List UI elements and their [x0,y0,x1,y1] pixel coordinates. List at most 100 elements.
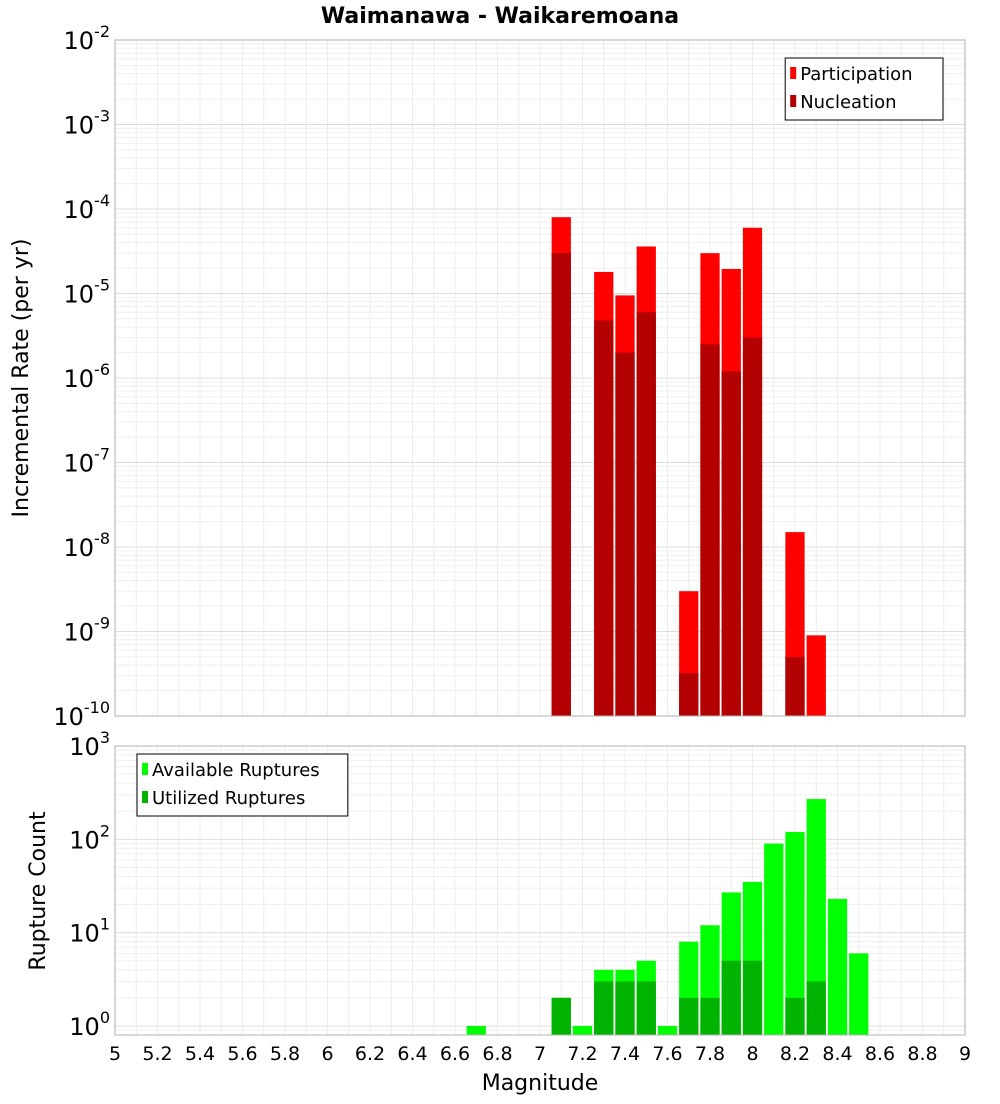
x-tick-label: 7.2 [567,1043,597,1065]
y-tick-exponent: 2 [100,821,110,840]
bar [764,843,784,1035]
bar [615,981,635,1035]
y-tick-exponent: -10 [84,698,110,717]
legend: Available Ruptures Utilized Ruptures [136,753,349,817]
y-tick-exponent: -2 [94,22,110,41]
plot-frame [114,745,966,1036]
y-tick-label: 101 [69,915,110,948]
bar [827,898,848,1035]
y-tick-base: 10 [64,27,95,55]
legend-label: Available Ruptures [152,760,320,781]
y-tick-exponent: -9 [94,614,110,633]
bar [785,656,805,716]
x-tick-label: 6 [321,1043,333,1065]
bar [721,960,741,1035]
y-tick-exponent: -3 [94,107,110,126]
bar [572,1025,593,1035]
y-tick-label: 10-6 [64,360,111,393]
y-tick-base: 10 [64,365,95,393]
bar [721,371,741,716]
x-tick-label: 8.6 [865,1043,895,1065]
x-tick-label: 5.8 [270,1043,300,1065]
x-tick-label: 6.6 [440,1043,470,1065]
legend-box [136,753,349,817]
x-tick-label: 5.2 [142,1043,172,1065]
bar [551,997,571,1035]
grid-lines [114,40,966,717]
bar [742,337,763,716]
bar [806,799,826,1035]
legend-swatch [142,791,148,803]
y-tick-base: 10 [64,534,95,562]
y-tick-label: 10-10 [53,698,110,731]
y-tick-exponent: 3 [100,728,110,747]
y-tick-exponent: -4 [94,191,110,210]
bar [679,997,699,1035]
y-tick-base: 10 [64,619,95,647]
bar [849,953,869,1035]
y-tick-exponent: -5 [94,276,110,295]
y-tick-labels: 10-210-310-410-510-610-710-810-910-10 [53,22,110,731]
x-tick-label: 7.4 [610,1043,640,1065]
y-tick-exponent: -7 [94,445,110,464]
bar [785,831,805,1035]
bottom-y-axis-label: Rupture Count [26,811,51,971]
y-tick-label: 102 [69,821,110,854]
y-tick-base: 10 [64,112,95,140]
y-tick-label: 10-8 [64,529,111,562]
bar [594,981,614,1035]
x-tick-label: 9 [959,1043,971,1065]
y-tick-base: 10 [69,920,100,948]
y-tick-label: 10-7 [64,445,111,478]
top-y-axis-label: Incremental Rate (per yr) [9,239,34,518]
y-tick-exponent: 0 [100,1008,110,1027]
top-plot-area: 10-210-310-410-510-610-710-810-910-10Par… [53,22,966,731]
y-tick-label: 103 [69,728,110,761]
bar [466,1025,486,1035]
y-tick-base: 10 [53,703,84,731]
bar [679,673,699,716]
bar [700,344,720,716]
x-axis-label: Magnitude [482,1071,599,1096]
x-tick-label: 8 [746,1043,758,1065]
series-utilized-ruptures [551,960,826,1035]
x-tick-label: 7.8 [695,1043,725,1065]
legend-label: Nucleation [800,92,896,113]
x-tick-labels: 5 5.2 5.4 5.6 5.8 6 6.2 6.4 6.6 6.8 7 7.2 7.4 7.6 7.8 8… [109,1043,971,1065]
bar [785,997,805,1035]
legend-box [784,57,944,121]
y-tick-label: 10-2 [64,22,111,55]
x-tick-label: 5.4 [185,1043,215,1065]
x-tick-label: 7 [534,1043,546,1065]
bar [806,981,826,1035]
x-tick-label: 6.8 [482,1043,512,1065]
y-tick-base: 10 [64,450,95,478]
y-tick-exponent: 1 [100,915,110,934]
y-tick-label: 10-4 [64,191,111,224]
series-nucleation [551,253,805,716]
y-tick-label: 10-9 [64,614,111,647]
legend-swatch [790,67,797,79]
y-tick-base: 10 [64,196,95,224]
y-tick-base: 10 [69,733,100,761]
legend-label: Utilized Ruptures [152,788,305,809]
bar [806,635,826,716]
legend: Participation Nucleation [784,57,944,121]
x-tick-label: 5 [109,1043,121,1065]
bar [551,253,571,716]
x-tick-label: 5.6 [227,1043,257,1065]
y-tick-base: 10 [69,826,100,854]
y-tick-label: 100 [69,1008,110,1041]
y-tick-exponent: -8 [94,529,110,548]
bar [636,981,656,1035]
bar [615,352,635,716]
bar [742,960,763,1035]
y-tick-label: 10-5 [64,276,111,309]
x-tick-label: 7.6 [652,1043,682,1065]
chart-title: Waimanawa - Waikaremoana [321,4,679,29]
x-tick-label: 8.4 [822,1043,852,1065]
